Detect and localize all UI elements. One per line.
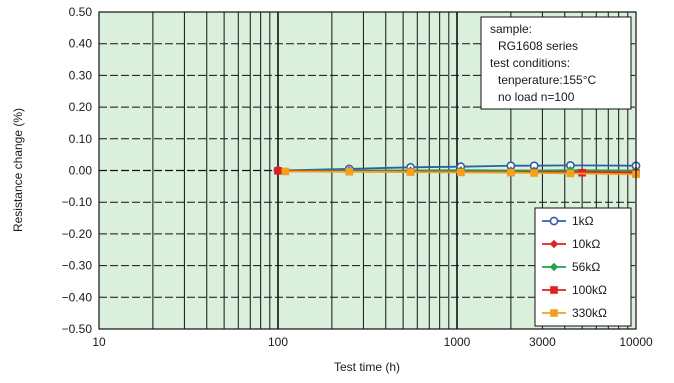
y-tick-label: 0.10 xyxy=(69,132,93,146)
data-point xyxy=(282,168,290,176)
x-tick-label: 100 xyxy=(268,335,288,349)
data-point xyxy=(567,170,575,178)
x-tick-label: 10 xyxy=(92,335,106,349)
annotation-line-1: sample: xyxy=(490,22,532,36)
x-tick-label: 3000 xyxy=(529,335,556,349)
legend-label: 330kΩ xyxy=(572,306,607,320)
annotation-line-3: test conditions: xyxy=(490,56,570,70)
y-tick-label: −0.50 xyxy=(62,322,93,336)
data-point xyxy=(507,169,515,177)
legend-marker xyxy=(550,217,557,224)
legend-marker xyxy=(550,286,558,294)
x-tick-label: 1000 xyxy=(444,335,471,349)
legend-label: 100kΩ xyxy=(572,283,607,297)
annotation-line-2: RG1608 series xyxy=(498,39,578,53)
y-tick-label: 0.50 xyxy=(69,5,93,19)
y-tick-label: 0.20 xyxy=(69,100,93,114)
annotation-box: sample: RG1608 series test conditions: t… xyxy=(481,17,631,109)
legend-label: 10kΩ xyxy=(572,237,600,251)
legend: 1kΩ 10kΩ 56kΩ 100kΩ 330kΩ xyxy=(535,208,631,326)
y-tick-label: −0.20 xyxy=(62,227,93,241)
legend-label: 56kΩ xyxy=(572,260,600,274)
data-point xyxy=(407,168,415,176)
y-tick-label: 0.00 xyxy=(69,164,93,178)
data-point xyxy=(457,169,465,177)
y-tick-label: 0.30 xyxy=(69,68,93,82)
y-tick-label: −0.10 xyxy=(62,195,93,209)
legend-label: 1kΩ xyxy=(572,214,594,228)
data-point xyxy=(530,169,538,177)
data-point xyxy=(345,168,353,176)
y-tick-label: −0.40 xyxy=(62,290,93,304)
data-point xyxy=(274,167,282,175)
y-tick-label: −0.30 xyxy=(62,259,93,273)
x-axis-title: Test time (h) xyxy=(334,360,400,374)
annotation-line-5: no load n=100 xyxy=(498,90,575,104)
annotation-line-4: tenperature:155°C xyxy=(498,73,597,87)
y-tick-label: 0.40 xyxy=(69,37,93,51)
x-tick-label: 10000 xyxy=(619,335,653,349)
y-axis-title: Resistance change (%) xyxy=(11,108,25,232)
legend-marker xyxy=(550,309,558,317)
